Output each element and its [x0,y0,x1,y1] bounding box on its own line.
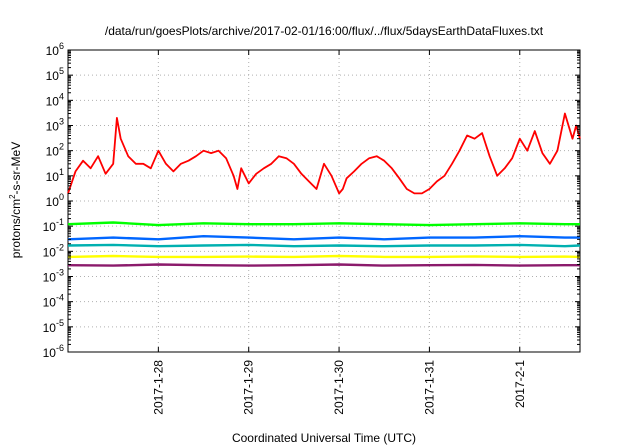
series-line-6 [67,263,580,267]
y-tick-label: 10-5 [43,318,64,335]
y-tick-label: 105 [46,66,64,83]
x-tick-label: 2017-1-30 [332,360,346,415]
y-tick-label: 10-2 [43,242,64,259]
y-tick-label: 10-4 [43,293,64,310]
chart-title: /data/run/goesPlots/archive/2017-02-01/1… [105,24,544,38]
y-tick-label: 103 [46,117,64,134]
series-group [67,112,581,267]
y-axis-label-sup: 2 [8,194,17,199]
x-tick-label: 2017-1-28 [151,360,165,415]
x-tick-label: 2017-1-29 [242,360,256,415]
y-tick-label: 10-6 [43,343,64,360]
series-line-4 [67,243,581,248]
y-axis-label-suffix: -s-sr-MeV [9,142,23,195]
y-tick-label: 106 [46,41,64,58]
y-axis-ticks: 10-6 10-5 10-4 10-3 10-2 10-1 100 101 102 103 104 1… [43,41,580,360]
x-tick-label: 2017-1-31 [422,360,436,415]
y-axis-label: protons/cm2-s-sr-MeV [8,142,23,258]
series-line-2 [67,221,580,227]
grid-lines [68,50,580,352]
y-tick-label: 10-3 [43,268,64,285]
y-axis-label-prefix: protons/cm [9,199,23,258]
y-tick-label: 101 [46,167,64,184]
series-line-1 [67,112,581,195]
y-tick-label: 104 [46,91,64,108]
x-tick-label: 2017-2-1 [513,360,527,408]
y-tick-label: 100 [46,192,64,209]
x-axis-ticks: 2017-1-28 2017-1-29 2017-1-30 2017-1-31 2017… [151,50,527,415]
series-line-3 [67,234,580,241]
series-line-5 [67,254,581,259]
x-axis-label: Coordinated Universal Time (UTC) [232,431,416,445]
y-tick-label: 10-1 [43,217,64,234]
y-tick-label: 102 [46,142,64,159]
